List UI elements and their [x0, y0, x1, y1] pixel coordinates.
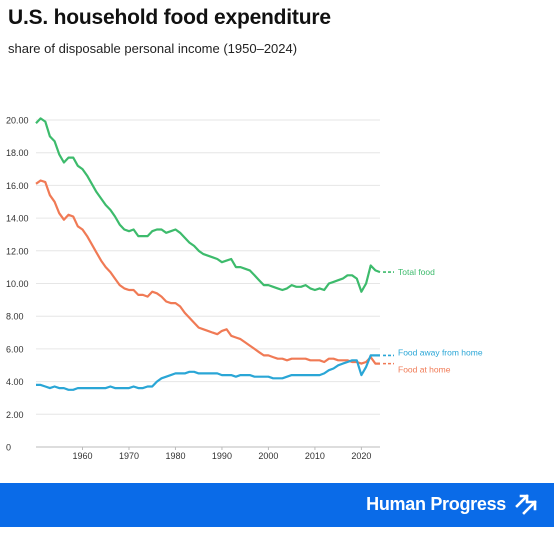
y-axis-ticks: 0 2.00 4.00 6.00 8.00 10.00 12.00 14.00 16.00 18.…: [6, 116, 29, 453]
series-line-food-away-from-home: [36, 354, 380, 391]
double-arrow-up-right-icon[interactable]: [514, 491, 540, 517]
chart-subtitle: share of disposable personal income (195…: [8, 41, 298, 56]
y-tick-label: 0: [6, 443, 11, 453]
y-tick-label: 8.00: [6, 312, 24, 322]
series-line-total-food: [35, 117, 381, 293]
chart-title: U.S. household food expenditure: [8, 6, 331, 29]
brand-name[interactable]: Human Progress: [366, 494, 506, 514]
y-tick-label: 18.00: [6, 148, 29, 158]
y-tick-label: 4.00: [6, 377, 24, 387]
y-tick-label: 2.00: [6, 410, 24, 420]
series-lines: [35, 117, 394, 391]
x-tick-label: 1990: [212, 451, 232, 461]
series-labels: Total food Food at home Food away from hom…: [398, 267, 483, 375]
line-chart: 0 2.00 4.00 6.00 8.00 10.00 12.00 14.00 16.00 18.…: [6, 116, 483, 462]
x-tick-label: 2020: [351, 451, 371, 461]
x-tick-label: 1980: [165, 451, 185, 461]
y-tick-label: 10.00: [6, 279, 29, 289]
gridlines: [36, 119, 380, 448]
x-tick-label: 1970: [119, 451, 139, 461]
y-tick-label: 14.00: [6, 214, 29, 224]
series-label-total-food: Total food: [398, 267, 435, 277]
y-tick-label: 6.00: [6, 344, 24, 354]
footer-bar: Human Progress: [0, 483, 554, 527]
series-label-food-away-from-home: Food away from home: [398, 347, 483, 357]
series-label-food-at-home: Food at home: [398, 365, 451, 375]
series-line-food-at-home: [35, 179, 380, 365]
y-tick-label: 20.00: [6, 116, 29, 126]
x-axis-ticks: 1960 1970 1980 1990 2000 2010 2020: [72, 447, 371, 461]
x-tick-label: 2010: [305, 451, 325, 461]
x-tick-label: 2000: [258, 451, 278, 461]
x-tick-label: 1960: [72, 451, 92, 461]
y-tick-label: 16.00: [6, 181, 29, 191]
y-tick-label: 12.00: [6, 246, 29, 256]
